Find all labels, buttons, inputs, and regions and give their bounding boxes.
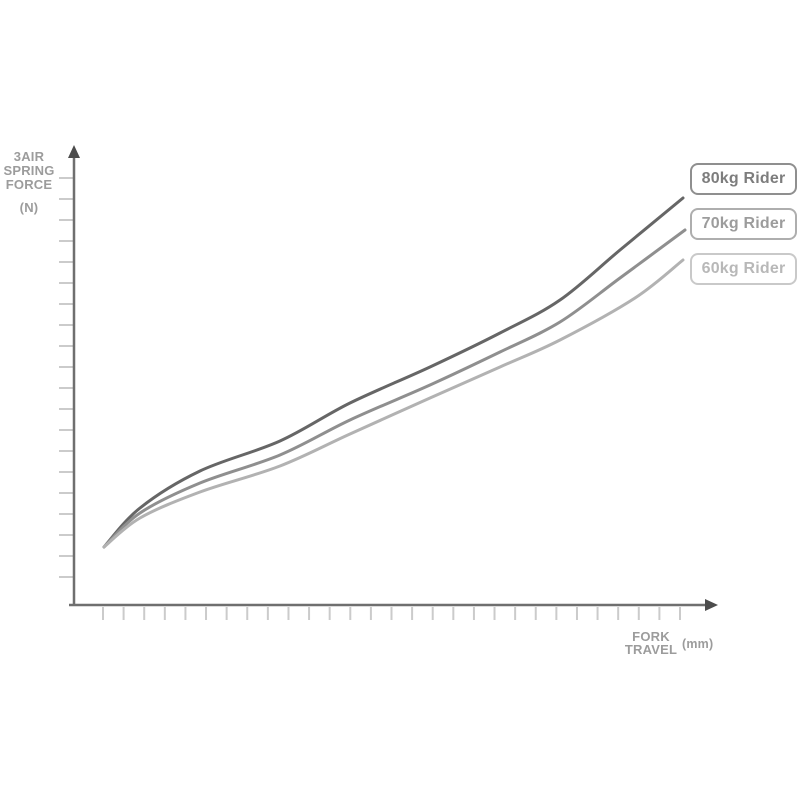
legend-label: 60kg Rider	[701, 260, 786, 277]
x-axis-arrowhead-icon	[705, 599, 718, 611]
y-axis-label-line: 3AIR	[13, 149, 45, 164]
legend-item-80kg-rider: 80kg Rider	[690, 163, 797, 195]
series-line-70kg-rider	[102, 228, 687, 549]
legend-item-60kg-rider: 60kg Rider	[690, 253, 797, 285]
y-axis-unit: (N)	[19, 200, 39, 215]
legend-label: 70kg Rider	[701, 215, 786, 232]
y-axis-label-line: FORCE	[5, 177, 53, 192]
x-axis-label: FORK TRAVEL	[615, 630, 687, 656]
x-axis-label-line: FORK	[632, 629, 670, 644]
y-axis-label-line: SPRING	[3, 163, 55, 178]
x-axis-label-line: TRAVEL	[624, 642, 678, 657]
legend-label: 80kg Rider	[701, 170, 786, 187]
x-axis-unit: (mm)	[682, 637, 714, 651]
legend: 80kg Rider 70kg Rider 60kg Rider	[690, 163, 798, 285]
series-line-60kg-rider	[102, 258, 685, 549]
y-axis-arrowhead-icon	[68, 145, 80, 158]
series-line-80kg-rider	[102, 196, 685, 549]
y-axis-label: 3AIR SPRING FORCE (N)	[0, 150, 58, 215]
legend-item-70kg-rider: 70kg Rider	[690, 208, 797, 240]
